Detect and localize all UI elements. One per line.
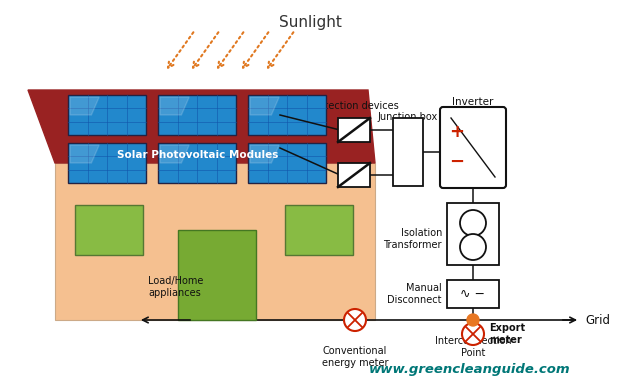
Text: −: −	[449, 153, 464, 171]
Text: Junction box: Junction box	[378, 112, 438, 122]
FancyBboxPatch shape	[68, 143, 146, 183]
Text: Sunlight: Sunlight	[278, 14, 341, 30]
Text: Export
meter: Export meter	[489, 323, 525, 345]
FancyBboxPatch shape	[447, 280, 499, 308]
Text: Isolation
Transformer: Isolation Transformer	[384, 228, 442, 250]
FancyBboxPatch shape	[75, 205, 143, 255]
FancyBboxPatch shape	[68, 95, 146, 135]
Text: Load/Home
appliances: Load/Home appliances	[148, 276, 203, 298]
Text: ∿ −: ∿ −	[461, 288, 486, 301]
Text: Grid: Grid	[585, 314, 610, 326]
Circle shape	[462, 323, 484, 345]
Circle shape	[460, 210, 486, 236]
FancyBboxPatch shape	[158, 143, 236, 183]
FancyBboxPatch shape	[447, 203, 499, 265]
FancyBboxPatch shape	[285, 205, 353, 255]
Text: Solar Photovoltaic Modules: Solar Photovoltaic Modules	[117, 150, 278, 160]
Polygon shape	[28, 90, 375, 163]
Circle shape	[344, 309, 366, 331]
FancyBboxPatch shape	[55, 163, 375, 320]
Polygon shape	[70, 145, 99, 163]
Text: Conventional
energy meter: Conventional energy meter	[322, 346, 388, 368]
FancyBboxPatch shape	[178, 230, 256, 320]
Text: +: +	[449, 123, 464, 141]
FancyBboxPatch shape	[248, 95, 326, 135]
Circle shape	[460, 234, 486, 260]
FancyBboxPatch shape	[393, 118, 423, 186]
Polygon shape	[160, 145, 189, 163]
Text: Inverter: Inverter	[452, 97, 494, 107]
FancyBboxPatch shape	[338, 118, 370, 142]
Polygon shape	[160, 97, 189, 115]
Polygon shape	[250, 97, 279, 115]
Text: Interconnection
Point: Interconnection Point	[435, 336, 512, 358]
Polygon shape	[250, 145, 279, 163]
Polygon shape	[70, 97, 99, 115]
Text: Protection devices: Protection devices	[309, 101, 399, 111]
Text: www.greencleanguide.com: www.greencleanguide.com	[369, 364, 571, 377]
Circle shape	[467, 314, 479, 326]
FancyBboxPatch shape	[338, 163, 370, 187]
FancyBboxPatch shape	[248, 143, 326, 183]
Text: Manual
Disconnect: Manual Disconnect	[387, 283, 442, 305]
FancyBboxPatch shape	[158, 95, 236, 135]
FancyBboxPatch shape	[440, 107, 506, 188]
